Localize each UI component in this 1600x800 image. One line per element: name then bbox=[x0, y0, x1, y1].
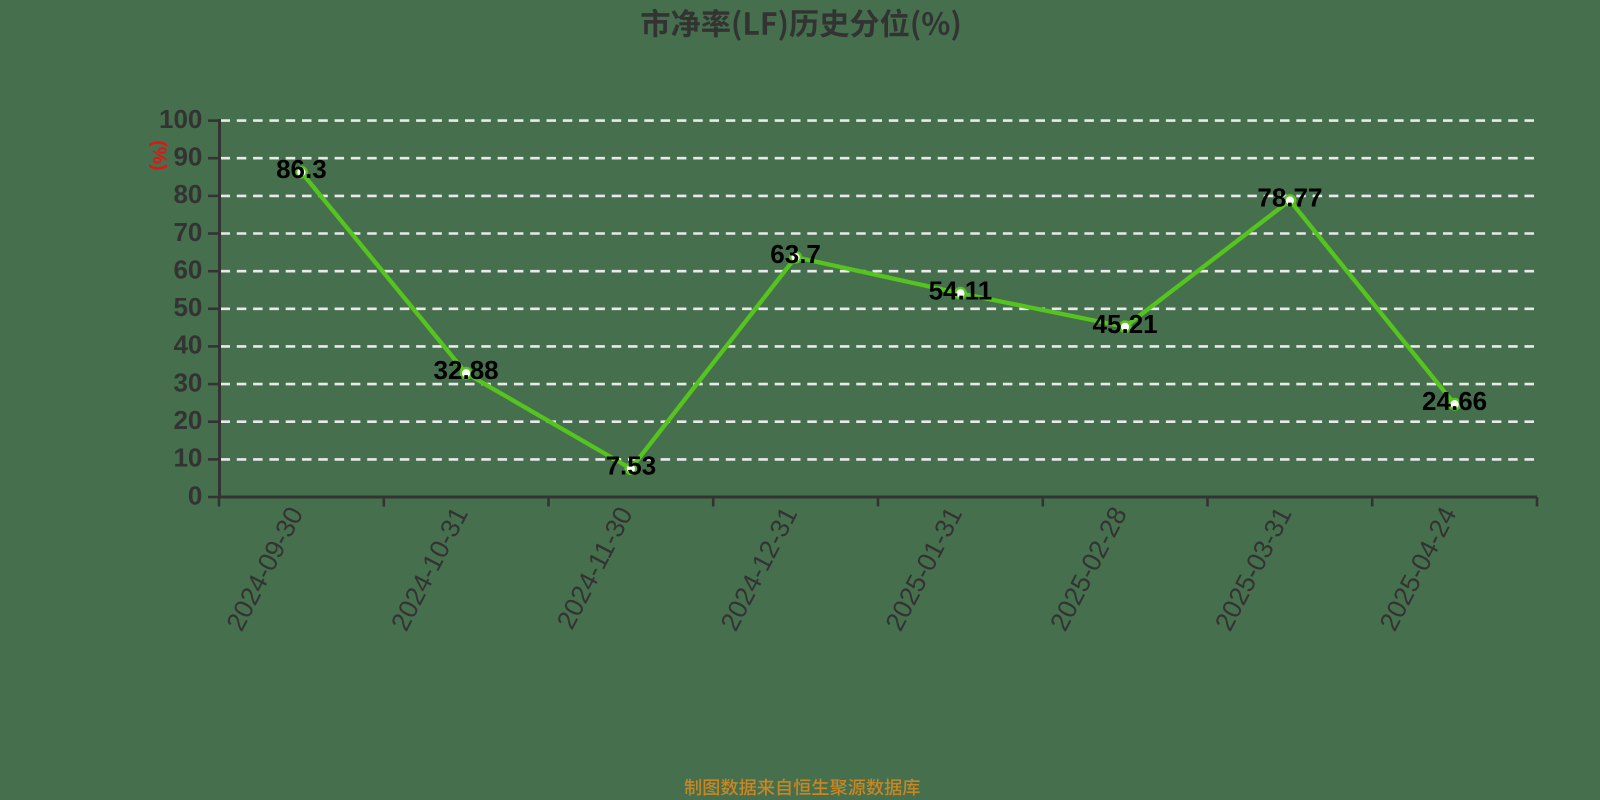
svg-text:78.77: 78.77 bbox=[1257, 183, 1322, 213]
svg-text:10: 10 bbox=[173, 443, 202, 473]
svg-text:60: 60 bbox=[173, 255, 202, 285]
svg-text:24.66: 24.66 bbox=[1422, 386, 1487, 416]
svg-text:30: 30 bbox=[173, 367, 202, 397]
svg-text:63.7: 63.7 bbox=[770, 239, 821, 269]
svg-text:(%): (%) bbox=[148, 140, 170, 170]
svg-text:50: 50 bbox=[173, 292, 202, 322]
svg-text:32.88: 32.88 bbox=[434, 355, 499, 385]
svg-text:100: 100 bbox=[159, 104, 202, 134]
svg-text:54.11: 54.11 bbox=[929, 275, 993, 305]
svg-text:70: 70 bbox=[173, 217, 202, 247]
svg-text:40: 40 bbox=[173, 330, 202, 360]
svg-text:86.3: 86.3 bbox=[276, 154, 327, 184]
svg-text:45.21: 45.21 bbox=[1093, 309, 1158, 339]
svg-text:7.53: 7.53 bbox=[606, 451, 657, 481]
svg-text:80: 80 bbox=[173, 179, 202, 209]
svg-text:0: 0 bbox=[188, 480, 202, 510]
svg-text:20: 20 bbox=[173, 405, 202, 435]
svg-text:90: 90 bbox=[173, 142, 202, 172]
